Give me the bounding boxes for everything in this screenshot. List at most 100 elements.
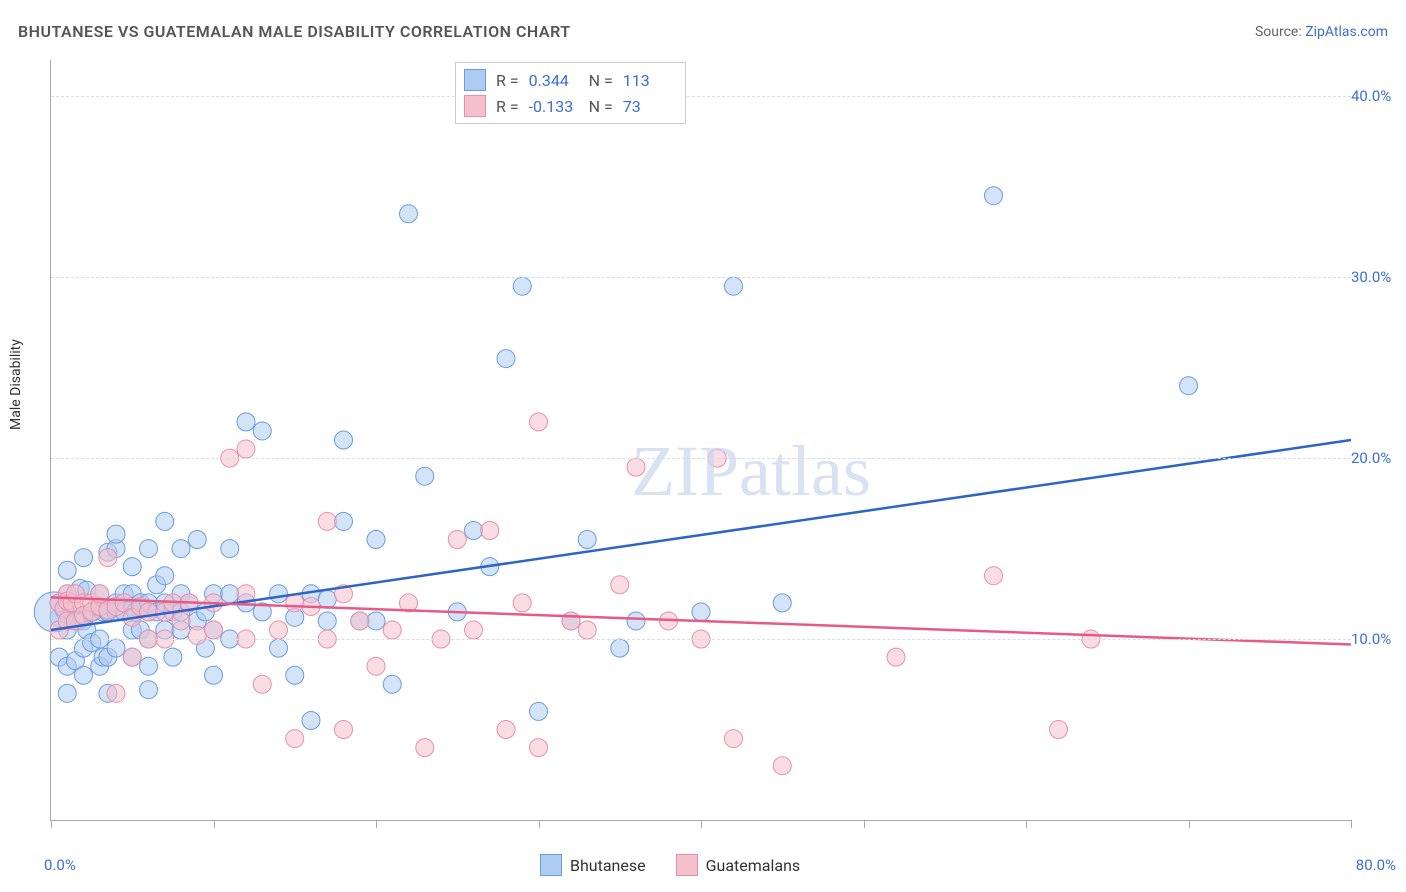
data-point [188,531,206,549]
data-point [351,612,369,630]
data-point [1050,721,1068,739]
source-credit: Source: ZipAtlas.com [1255,24,1388,40]
data-point [270,639,288,657]
data-point [253,675,271,693]
data-point [725,730,743,748]
data-point [58,561,76,579]
data-point [123,558,141,576]
data-point [270,585,288,603]
data-point [140,681,158,699]
data-point [1180,377,1198,395]
gridline [51,639,1351,640]
data-point [887,648,905,666]
source-prefix: Source: [1255,24,1305,40]
data-point [99,549,117,567]
data-point [237,413,255,431]
y-tick-label: 20.0% [1351,449,1403,467]
data-point [627,612,645,630]
data-point [692,603,710,621]
data-point [627,458,645,476]
n-label: N = [589,71,613,90]
data-point [773,757,791,775]
data-point [383,621,401,639]
data-point [335,721,353,739]
data-point [725,277,743,295]
trend-line [51,440,1351,630]
series-swatch [464,95,486,117]
data-point [140,603,158,621]
legend: Bhutanese Guatemalans [540,854,800,876]
data-point [985,567,1003,585]
r-label: R = [496,71,519,90]
x-axis-max-label: 80.0% [1356,856,1396,874]
data-point [578,531,596,549]
legend-label: Guatemalans [706,856,801,875]
x-tick [51,820,52,828]
data-point [497,721,515,739]
gridline [51,96,1351,97]
data-point [416,739,434,757]
x-tick [701,820,702,828]
legend-swatch [540,854,562,876]
data-point [286,666,304,684]
gridline [51,458,1351,459]
data-point [530,739,548,757]
x-tick [1351,820,1352,828]
data-point [481,521,499,539]
data-point [172,540,190,558]
data-point [107,525,125,543]
data-point [221,585,239,603]
data-point [985,187,1003,205]
data-point [205,621,223,639]
n-value: 113 [623,71,673,90]
data-point [205,666,223,684]
data-point [578,621,596,639]
source-link[interactable]: ZipAtlas.com [1305,24,1388,40]
chart-title: BHUTANESE VS GUATEMALAN MALE DISABILITY … [18,22,571,41]
x-tick [864,820,865,828]
data-point [107,684,125,702]
data-point [253,422,271,440]
data-point [156,512,174,530]
n-label: N = [589,97,613,116]
data-point [75,549,93,567]
data-point [448,531,466,549]
data-point [513,277,531,295]
data-point [465,621,483,639]
data-point [562,612,580,630]
data-point [318,590,336,608]
data-point [156,567,174,585]
data-point [773,594,791,612]
stats-box: R =0.344N =113R =-0.133N =73 [455,62,686,124]
r-value: 0.344 [529,71,579,90]
data-point [188,626,206,644]
data-point [302,711,320,729]
y-axis-label: Male Disability [8,339,24,430]
r-value: -0.133 [529,97,579,116]
legend-label: Bhutanese [570,856,646,875]
data-point [270,621,288,639]
y-tick-label: 30.0% [1351,268,1403,286]
data-point [107,639,125,657]
scatter-plot: ZIPatlas 10.0%20.0%30.0%40.0% [50,60,1351,821]
r-label: R = [496,97,519,116]
x-axis-min-label: 0.0% [44,856,76,874]
data-point [140,657,158,675]
data-point [221,540,239,558]
legend-item: Bhutanese [540,854,646,876]
series-swatch [464,69,486,91]
data-point [367,531,385,549]
data-point [611,639,629,657]
legend-swatch [676,854,698,876]
gridline [51,277,1351,278]
data-point [497,350,515,368]
legend-item: Guatemalans [676,854,801,876]
x-tick [539,820,540,828]
stats-row: R = 0.344 N = 113 [464,67,673,93]
data-point [513,594,531,612]
data-point [416,467,434,485]
y-tick-label: 40.0% [1351,87,1403,105]
x-tick [214,820,215,828]
stats-row: R =-0.133N =73 [464,93,673,119]
data-point [465,521,483,539]
